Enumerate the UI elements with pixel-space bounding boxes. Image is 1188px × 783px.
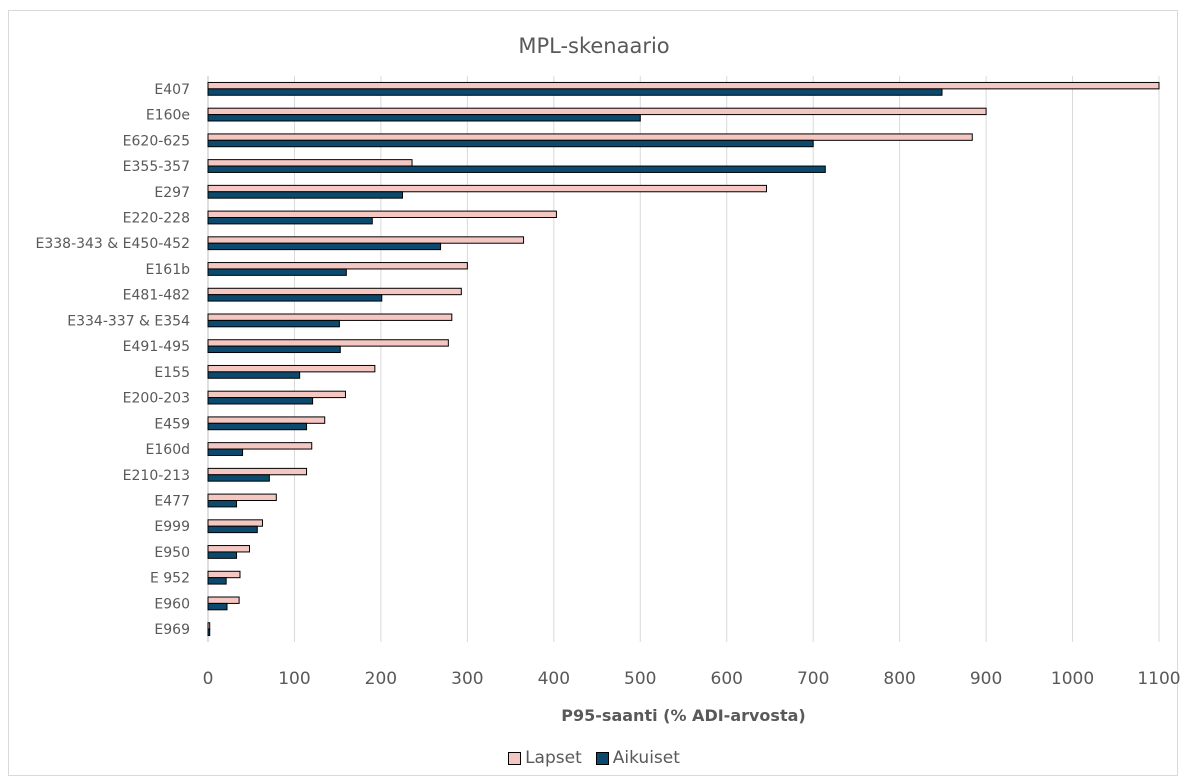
x-axis-title: P95-saanti (% ADI-arvosta) <box>561 706 805 725</box>
bar-aikuiset <box>207 165 826 173</box>
bar-lapset <box>207 313 453 321</box>
bar-lapset <box>207 184 767 193</box>
category-label: E999 <box>154 519 190 535</box>
bar-aikuiset <box>207 217 373 225</box>
bar-lapset <box>207 390 346 399</box>
legend-label-lapset: Lapset <box>525 748 582 768</box>
bar-lapset <box>207 442 313 450</box>
legend-item-aikuiset: Aikuiset <box>595 748 680 768</box>
x-tick-label: 600 <box>711 669 743 689</box>
category-label: E297 <box>154 185 190 201</box>
x-tick-label: 300 <box>451 669 483 689</box>
legend-swatch-lapset <box>508 751 522 765</box>
bar-lapset <box>207 81 1160 90</box>
category-label: E969 <box>154 622 190 638</box>
category-label: E220-228 <box>123 211 190 227</box>
category-label: E 952 <box>150 571 190 587</box>
x-tick-label: 400 <box>538 669 570 689</box>
category-label: E620-625 <box>123 133 190 149</box>
bar-aikuiset <box>207 551 238 559</box>
x-tick-label: 800 <box>883 669 915 689</box>
category-label: E334-337 & E354 <box>67 313 190 329</box>
category-label: E160e <box>146 108 190 124</box>
category-label: E950 <box>154 545 190 561</box>
bar-lapset <box>207 545 250 553</box>
category-label: E960 <box>154 596 190 612</box>
x-tick-label: 900 <box>970 669 1002 689</box>
legend-item-lapset: Lapset <box>508 748 582 768</box>
category-label: E407 <box>154 82 190 98</box>
category-label: E459 <box>154 416 190 432</box>
category-label: E155 <box>154 365 190 381</box>
bar-lapset <box>207 210 557 219</box>
bar-lapset <box>207 364 376 373</box>
bar-lapset <box>207 133 973 141</box>
bar-lapset <box>207 236 525 244</box>
bar-aikuiset <box>207 319 340 328</box>
bar-aikuiset <box>207 500 238 508</box>
legend-label-aikuiset: Aikuiset <box>612 748 680 768</box>
legend: Lapset Aikuiset <box>0 748 1188 768</box>
bar-lapset <box>207 416 326 424</box>
bar-lapset <box>207 519 263 527</box>
category-label: E477 <box>154 494 190 510</box>
bar-aikuiset <box>207 602 228 611</box>
bar-aikuiset <box>207 397 314 405</box>
bar-aikuiset <box>207 345 341 354</box>
bar-aikuiset <box>207 448 244 456</box>
bar-aikuiset <box>207 294 383 302</box>
bar-lapset <box>207 622 211 630</box>
x-tick-label: 100 <box>278 669 310 689</box>
x-tick-label: 500 <box>624 669 656 689</box>
bar-lapset <box>207 467 308 476</box>
bar-aikuiset <box>207 191 404 199</box>
bar-aikuiset <box>207 139 814 148</box>
bar-aikuiset <box>207 525 258 534</box>
bar-lapset <box>207 596 240 604</box>
bar-aikuiset <box>207 268 347 276</box>
bar-lapset <box>207 107 987 116</box>
category-label: E355-357 <box>123 159 190 175</box>
bar-aikuiset <box>207 114 641 122</box>
x-tick-label: 700 <box>797 669 829 689</box>
bar-lapset <box>207 339 449 347</box>
bar-lapset <box>207 493 277 502</box>
bar-aikuiset <box>207 242 442 251</box>
x-tick-label: 200 <box>365 669 397 689</box>
category-label: E491-495 <box>123 339 190 355</box>
chart-title: MPL-skenaario <box>518 34 670 58</box>
bar-aikuiset <box>207 474 270 482</box>
category-label: E338-343 & E450-452 <box>36 236 191 252</box>
bar-aikuiset <box>207 422 308 431</box>
category-label: E200-203 <box>123 391 190 407</box>
bar-lapset <box>207 159 413 167</box>
category-label: E161b <box>146 262 191 278</box>
x-tick-label: 0 <box>203 669 214 689</box>
bar-aikuiset <box>207 577 227 585</box>
bar-lapset <box>207 287 462 296</box>
category-label: E210-213 <box>123 468 190 484</box>
category-label: E481-482 <box>123 288 190 304</box>
bar-lapset <box>207 262 468 270</box>
bar-aikuiset <box>207 371 301 379</box>
legend-swatch-aikuiset <box>595 751 609 765</box>
category-label: E160d <box>146 442 190 458</box>
bar-aikuiset <box>207 628 211 637</box>
bar-aikuiset <box>207 88 943 96</box>
x-tick-label: 1100 <box>1137 669 1180 689</box>
bar-lapset <box>207 570 241 579</box>
x-tick-label: 1000 <box>1051 669 1094 689</box>
